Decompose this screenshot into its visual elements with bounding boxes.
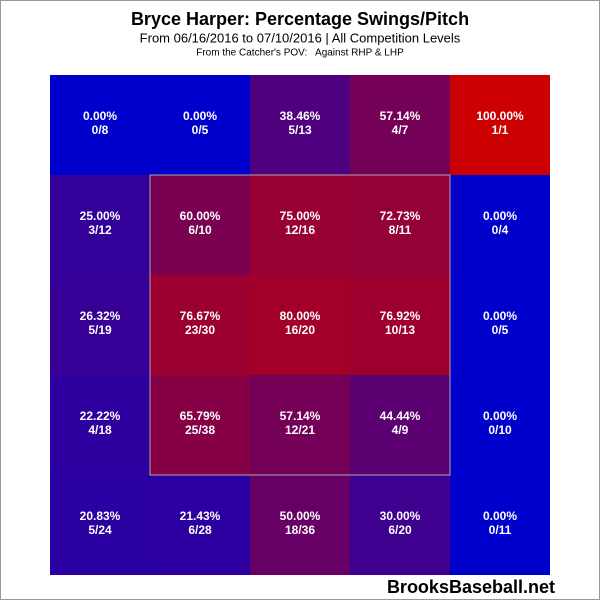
- count-label: 0/4: [492, 223, 509, 237]
- value-label: 50.00%: [280, 509, 321, 523]
- count-label: 10/13: [385, 323, 415, 337]
- count-label: 0/8: [92, 123, 109, 137]
- count-label: 4/7: [392, 123, 409, 137]
- count-label: 0/11: [489, 523, 512, 537]
- heatmap-cell: [350, 375, 450, 475]
- heatmap-cell: [350, 175, 450, 275]
- count-label: 16/20: [285, 323, 315, 337]
- count-label: 1/1: [492, 123, 509, 137]
- heatmap-cell: [50, 475, 150, 575]
- value-label: 0.00%: [183, 109, 217, 123]
- heatmap-cell: [150, 375, 250, 475]
- value-label: 80.00%: [280, 309, 321, 323]
- value-label: 57.14%: [380, 109, 421, 123]
- count-label: 12/16: [285, 223, 315, 237]
- heatmap-cell: [450, 475, 550, 575]
- heatmap-cell: [450, 375, 550, 475]
- value-label: 76.67%: [180, 309, 221, 323]
- heatmap-cell: [150, 475, 250, 575]
- count-label: 18/36: [285, 523, 315, 537]
- heatmap-cell: [350, 275, 450, 375]
- heatmap-cell: [250, 75, 350, 175]
- count-label: 8/11: [389, 223, 412, 237]
- heatmap-cell: [250, 475, 350, 575]
- value-label: 76.92%: [380, 309, 421, 323]
- watermark: BrooksBaseball.net: [387, 577, 555, 597]
- heatmap-cell: [350, 475, 450, 575]
- count-label: 3/12: [88, 223, 112, 237]
- heatmap-cell: [150, 275, 250, 375]
- value-label: 100.00%: [476, 109, 524, 123]
- value-label: 72.73%: [380, 209, 421, 223]
- heatmap-cell: [150, 75, 250, 175]
- count-label: 0/5: [192, 123, 209, 137]
- count-label: 5/13: [288, 123, 312, 137]
- value-label: 21.43%: [180, 509, 221, 523]
- value-label: 0.00%: [483, 309, 517, 323]
- heatmap-cell: [450, 175, 550, 275]
- count-label: 5/19: [88, 323, 112, 337]
- value-label: 0.00%: [483, 409, 517, 423]
- count-label: 0/5: [492, 323, 509, 337]
- count-label: 23/30: [185, 323, 215, 337]
- heatmap-grid: 0.00%0/80.00%0/538.46%5/1357.14%4/7100.0…: [50, 75, 550, 575]
- heatmap-cell: [350, 75, 450, 175]
- value-label: 0.00%: [83, 109, 117, 123]
- count-label: 4/9: [392, 423, 409, 437]
- count-label: 5/24: [88, 523, 112, 537]
- value-label: 20.83%: [80, 509, 121, 523]
- heatmap-cell: [450, 275, 550, 375]
- value-label: 57.14%: [280, 409, 321, 423]
- count-label: 6/10: [188, 223, 212, 237]
- strike-zone: [149, 174, 451, 476]
- heatmap-cell: [50, 375, 150, 475]
- count-label: 4/18: [88, 423, 112, 437]
- heatmap-cell: [250, 275, 350, 375]
- chart-subtitle: From 06/16/2016 to 07/10/2016 | All Comp…: [140, 30, 461, 45]
- heatmap-cell: [150, 175, 250, 275]
- value-label: 65.79%: [180, 409, 221, 423]
- chart-title: Bryce Harper: Percentage Swings/Pitch: [131, 9, 469, 29]
- count-label: 6/20: [388, 523, 412, 537]
- value-label: 26.32%: [80, 309, 121, 323]
- heatmap-cell: [50, 175, 150, 275]
- value-label: 30.00%: [380, 509, 421, 523]
- value-label: 44.44%: [380, 409, 421, 423]
- value-label: 25.00%: [80, 209, 121, 223]
- value-label: 60.00%: [180, 209, 221, 223]
- value-label: 0.00%: [483, 509, 517, 523]
- count-label: 12/21: [285, 423, 315, 437]
- value-label: 75.00%: [280, 209, 321, 223]
- value-label: 22.22%: [80, 409, 121, 423]
- count-label: 25/38: [185, 423, 215, 437]
- heatmap-cell: [450, 75, 550, 175]
- heatmap-cell: [50, 275, 150, 375]
- value-label: 38.46%: [280, 109, 321, 123]
- heatmap-cell: [250, 375, 350, 475]
- count-label: 0/10: [488, 423, 512, 437]
- heatmap-cell: [50, 75, 150, 175]
- count-label: 6/28: [188, 523, 212, 537]
- value-label: 0.00%: [483, 209, 517, 223]
- heatmap-cell: [250, 175, 350, 275]
- chart-note: From the Catcher's POV: Against RHP & LH…: [196, 48, 404, 59]
